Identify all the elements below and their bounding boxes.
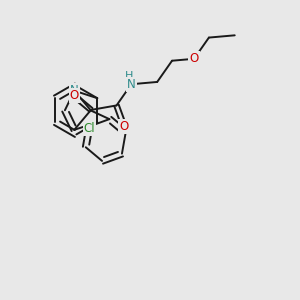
Text: O: O <box>119 120 129 133</box>
Text: N: N <box>70 84 79 97</box>
Text: H: H <box>125 71 133 81</box>
Text: N: N <box>127 78 136 91</box>
Text: O: O <box>69 89 79 102</box>
Text: Cl: Cl <box>84 122 95 135</box>
Text: O: O <box>189 52 199 65</box>
